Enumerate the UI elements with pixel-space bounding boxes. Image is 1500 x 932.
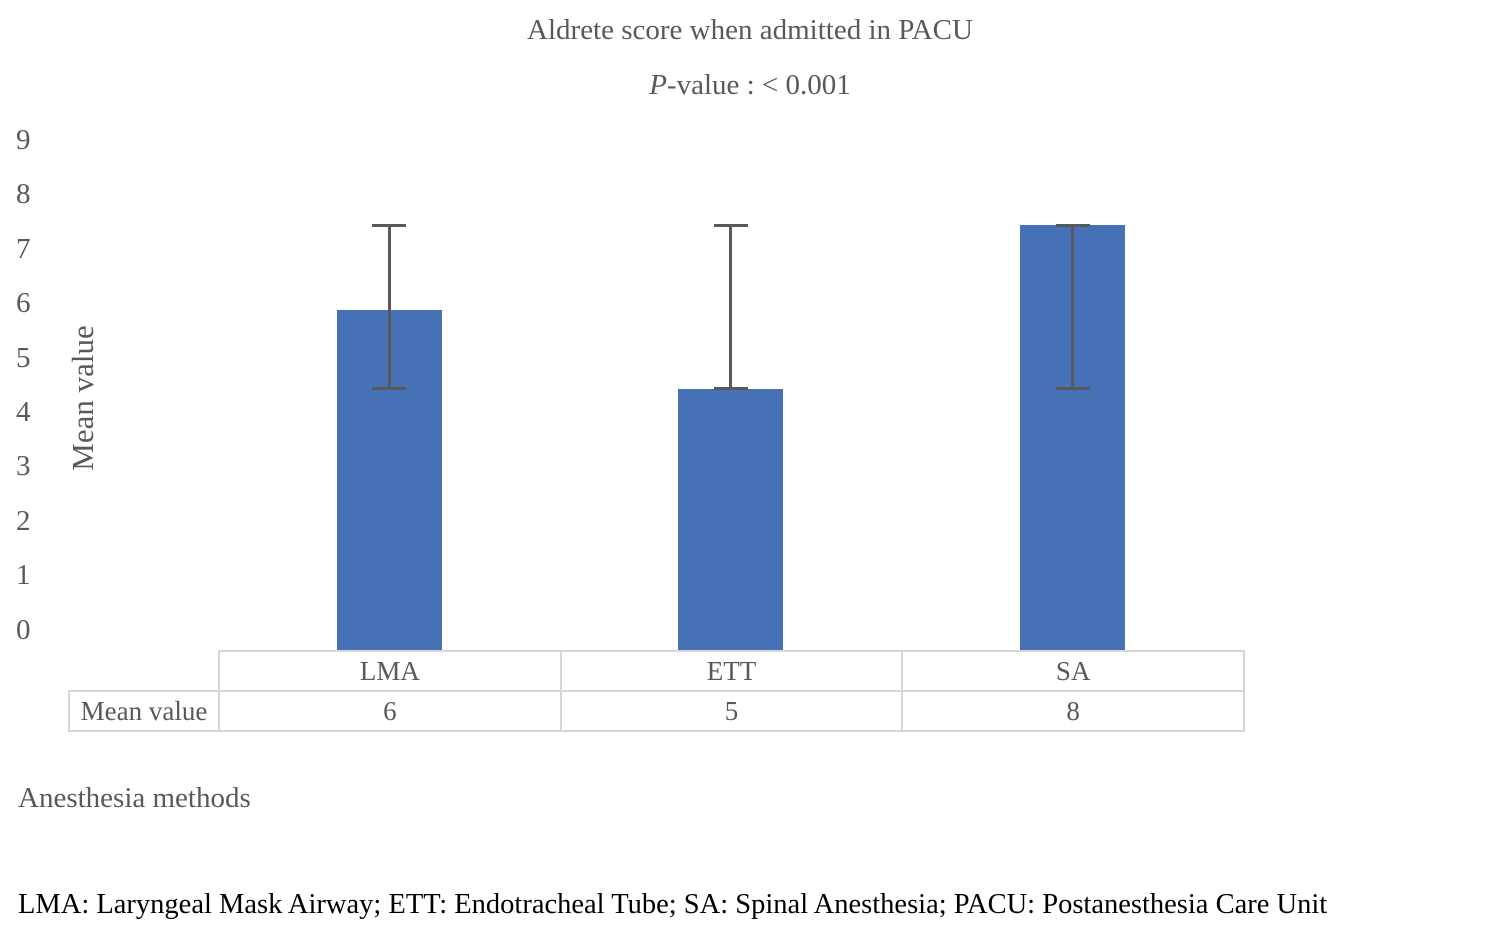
- chart-subtitle: P-value : < 0.001: [0, 69, 1500, 102]
- error-bar-stem-sa: [1071, 224, 1075, 390]
- chart-title: Aldrete score when admitted in PACU: [527, 14, 973, 46]
- error-bar-stem-ett: [729, 224, 733, 390]
- category-cell-ett: ETT: [562, 652, 904, 690]
- y-axis-title: Mean value: [65, 325, 100, 471]
- value-row-label: Mean value: [70, 692, 220, 730]
- p-value-symbol: P: [649, 69, 667, 101]
- y-tick-label-9: 9: [16, 123, 31, 156]
- value-cell-ett: 5: [562, 692, 904, 730]
- data-table-category-row: LMA ETT SA: [218, 650, 1245, 692]
- y-tick-label-8: 8: [16, 178, 31, 211]
- error-bar-cap-bottom-ett: [713, 387, 748, 391]
- abbreviation-footnote: LMA: Laryngeal Mask Airway; ETT: Endotra…: [18, 889, 1328, 920]
- error-bar-cap-bottom-lma: [372, 387, 407, 391]
- category-cell-sa: SA: [1055, 655, 1091, 686]
- y-tick-label-4: 4: [16, 395, 31, 428]
- error-bar-cap-top-lma: [372, 223, 407, 227]
- value-cell-lma: 6: [220, 692, 562, 730]
- y-tick-label-1: 1: [16, 559, 31, 592]
- y-tick-label-0: 0: [16, 613, 31, 646]
- category-cell-lma: LMA: [220, 652, 562, 690]
- error-bar-cap-top-ett: [713, 223, 748, 227]
- error-bar-stem-lma: [387, 224, 391, 390]
- y-tick-label-2: 2: [16, 504, 31, 537]
- value-cell-sa: 8: [1066, 695, 1080, 726]
- p-value-text: -value : < 0.001: [666, 69, 851, 101]
- x-axis-title: Anesthesia methods: [18, 782, 251, 814]
- bar-ett: [678, 389, 784, 650]
- y-tick-label-7: 7: [16, 232, 31, 265]
- data-table-value-row: Mean value 6 5 8: [68, 690, 1245, 732]
- error-bar-cap-top-sa: [1055, 223, 1090, 227]
- y-tick-label-3: 3: [16, 450, 31, 483]
- error-bar-cap-bottom-sa: [1055, 387, 1090, 391]
- plot-area: [218, 0, 1245, 650]
- y-tick-label-5: 5: [16, 341, 31, 374]
- y-tick-label-6: 6: [16, 287, 31, 320]
